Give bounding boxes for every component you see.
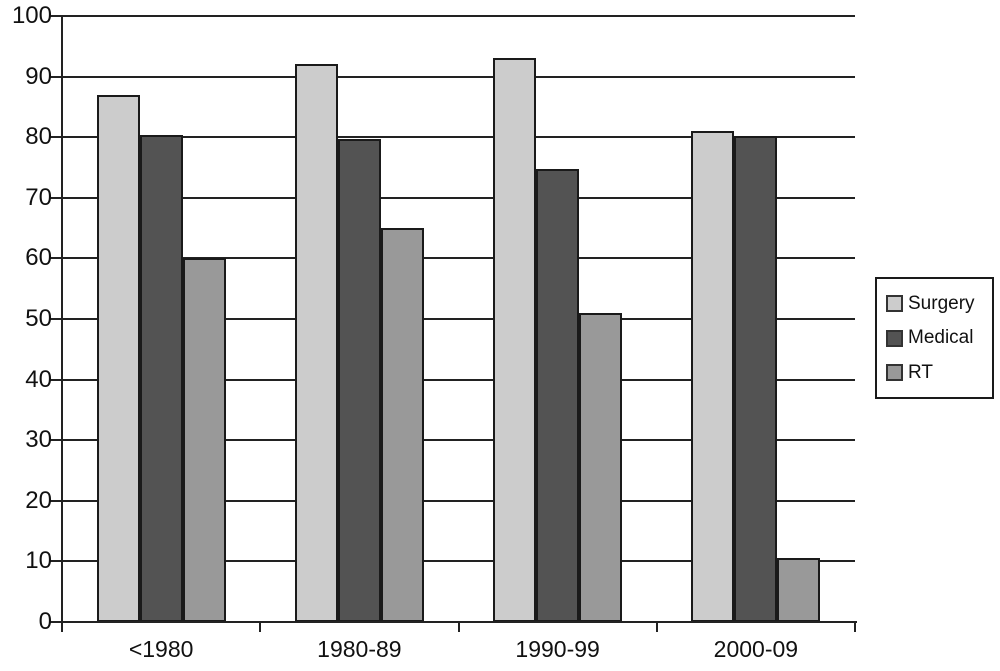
legend-label-rt: RT [908, 361, 933, 383]
gridline-40 [62, 378, 855, 381]
bar-rt-2 [380, 228, 424, 622]
x-category-label-3: 1990-99 [515, 636, 600, 662]
y-tick-label-70: 70 [25, 183, 52, 211]
gridline-70 [62, 196, 855, 199]
y-tick-label-50: 50 [25, 305, 52, 332]
y-tick-50 [50, 318, 62, 320]
bar-surgery-4 [691, 131, 735, 622]
legend: Surgery Medical RT [875, 277, 994, 399]
x-category-label-2: 1980-89 [317, 636, 402, 662]
x-tick-2 [457, 622, 460, 632]
x-axis-line [62, 621, 857, 623]
y-axis-line [61, 15, 63, 631]
x-tick-3 [655, 622, 658, 632]
y-tick-label-90: 90 [25, 62, 52, 90]
y-tick-10 [50, 560, 62, 563]
y-tick-60 [50, 257, 62, 260]
x-category-label-1: <1980 [128, 636, 194, 662]
y-tick-30 [50, 439, 62, 442]
y-tick-40 [50, 378, 62, 381]
gridline-90 [62, 75, 855, 78]
bar-rt-4 [777, 558, 821, 622]
y-tick-label-10: 10 [25, 547, 52, 575]
gridline-50 [62, 318, 855, 320]
y-tick-100 [50, 15, 62, 17]
bar-medical-3 [536, 168, 580, 622]
legend-swatch-rt [886, 364, 903, 381]
legend-swatch-surgery [886, 295, 903, 312]
legend-item-medical: Medical [886, 328, 992, 348]
x-tick-0 [61, 622, 63, 632]
x-tick-4 [854, 622, 856, 632]
gridline-60 [62, 257, 855, 260]
y-tick-label-60: 60 [25, 244, 52, 272]
y-tick-label-20: 20 [25, 486, 52, 514]
y-tick-80 [50, 136, 62, 139]
legend-swatch-medical [886, 329, 903, 347]
y-tick-label-30: 30 [25, 426, 52, 454]
y-tick-0 [50, 621, 62, 623]
legend-item-surgery: Surgery [886, 292, 992, 314]
legend-label-medical: Medical [908, 327, 974, 348]
y-tick-20 [50, 499, 62, 502]
bar-surgery-3 [493, 58, 537, 622]
legend-item-rt: RT [886, 361, 992, 383]
bar-rt-1 [182, 258, 226, 622]
gridline-80 [62, 136, 855, 139]
bar-rt-3 [579, 312, 623, 622]
x-category-label-4: 2000-09 [713, 636, 799, 662]
y-tick-label-0: 0 [38, 608, 52, 635]
gridline-10 [62, 560, 855, 563]
y-tick-label-80: 80 [25, 123, 52, 151]
gridline-100 [62, 15, 855, 17]
gridline-30 [62, 439, 855, 442]
y-tick-label-100: 100 [11, 2, 52, 29]
bar-surgery-2 [294, 64, 338, 622]
gridline-20 [62, 499, 855, 502]
bar-medical-4 [734, 135, 778, 622]
legend-label-surgery: Surgery [908, 292, 975, 314]
x-tick-1 [259, 622, 262, 632]
y-tick-label-40: 40 [25, 365, 52, 393]
y-tick-70 [50, 196, 62, 199]
bar-medical-2 [337, 139, 381, 622]
bar-surgery-1 [96, 94, 140, 622]
bar-medical-1 [139, 135, 183, 622]
y-tick-90 [50, 75, 62, 78]
